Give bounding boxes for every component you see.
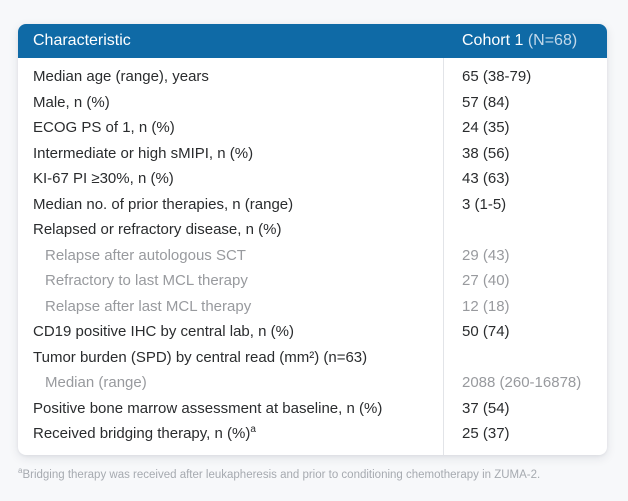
footnote: aBridging therapy was received after leu… bbox=[18, 466, 541, 481]
row-value: 38 (56) bbox=[462, 144, 510, 162]
table-row: Intermediate or high sMIPI, n (%) 38 (56… bbox=[18, 141, 607, 167]
row-value: 37 (54) bbox=[462, 399, 510, 417]
row-label: Median age (range), years bbox=[33, 68, 209, 85]
header-cohort-n: (N=68) bbox=[527, 32, 578, 49]
row-label: Relapsed or refractory disease, n (%) bbox=[33, 221, 282, 238]
header-cohort: Cohort 1 (N=68) bbox=[443, 32, 577, 50]
row-value: 12 (18) bbox=[462, 297, 510, 315]
row-label: ECOG PS of 1, n (%) bbox=[33, 119, 175, 136]
row-label: Median no. of prior therapies, n (range) bbox=[33, 195, 294, 213]
row-label: Relapse after last MCL therapy bbox=[45, 297, 252, 315]
row-value: 2088 (260-16878) bbox=[462, 374, 582, 391]
row-label: Received bridging therapy, n (%)a bbox=[18, 421, 443, 447]
row-value: 43 (63) bbox=[462, 170, 510, 187]
table-row: Male, n (%) 57 (84) bbox=[18, 90, 607, 116]
table-row: Median no. of prior therapies, n (range)… bbox=[18, 192, 607, 218]
footnote-text: Bridging therapy was received after leuk… bbox=[22, 469, 541, 481]
row-value: 27 (40) bbox=[462, 272, 510, 289]
table-row: Received bridging therapy, n (%)a 25 (37… bbox=[18, 421, 607, 447]
row-label: Median (range) bbox=[45, 374, 147, 391]
column-divider bbox=[443, 58, 444, 455]
row-value bbox=[443, 217, 462, 243]
row-label: CD19 positive IHC by central lab, n (%) bbox=[33, 323, 294, 340]
table-row-sub: Median (range) 2088 (260-16878) bbox=[18, 370, 607, 396]
characteristics-table-card: Characteristic Cohort 1 (N=68) Median ag… bbox=[18, 24, 607, 455]
row-label: Intermediate or high sMIPI, n (%) bbox=[33, 144, 254, 162]
row-label-text: Received bridging therapy, n (%) bbox=[33, 425, 251, 442]
row-value: 25 (37) bbox=[462, 425, 510, 442]
table-body: Median age (range), years 65 (38-79) Mal… bbox=[18, 58, 607, 447]
row-label: Relapse after autologous SCT bbox=[45, 246, 246, 264]
table-row-sub: Relapse after last MCL therapy 12 (18) bbox=[18, 294, 607, 320]
table-row: ECOG PS of 1, n (%) 24 (35) bbox=[18, 115, 607, 141]
row-value: 24 (35) bbox=[462, 119, 510, 136]
row-label: Positive bone marrow assessment at basel… bbox=[33, 399, 383, 417]
row-value: 50 (74) bbox=[462, 323, 510, 340]
row-value: 29 (43) bbox=[462, 246, 510, 264]
row-value: 3 (1-5) bbox=[462, 195, 507, 213]
table-row: CD19 positive IHC by central lab, n (%) … bbox=[18, 319, 607, 345]
header-characteristic: Characteristic bbox=[33, 32, 131, 49]
table-row-sub: Refractory to last MCL therapy 27 (40) bbox=[18, 268, 607, 294]
table-header-row: Characteristic Cohort 1 (N=68) bbox=[18, 24, 607, 58]
table-row-sub: Relapse after autologous SCT 29 (43) bbox=[18, 243, 607, 269]
table-row: Median age (range), years 65 (38-79) bbox=[18, 64, 607, 90]
table-row-group-header: Tumor burden (SPD) by central read (mm²)… bbox=[18, 345, 607, 371]
footnote-marker: a bbox=[18, 466, 23, 476]
row-value bbox=[443, 345, 462, 371]
row-label: Tumor burden (SPD) by central read (mm²)… bbox=[33, 348, 368, 366]
row-label: KI-67 PI ≥30%, n (%) bbox=[33, 170, 174, 187]
table-row-group-header: Relapsed or refractory disease, n (%) bbox=[18, 217, 607, 243]
row-label: Refractory to last MCL therapy bbox=[45, 272, 248, 289]
row-value: 65 (38-79) bbox=[462, 68, 532, 85]
row-value: 57 (84) bbox=[462, 93, 510, 111]
header-cohort-label: Cohort 1 bbox=[462, 32, 528, 49]
footnote-marker: a bbox=[250, 424, 256, 435]
row-label: Male, n (%) bbox=[33, 93, 110, 111]
table-row: KI-67 PI ≥30%, n (%) 43 (63) bbox=[18, 166, 607, 192]
table-row: Positive bone marrow assessment at basel… bbox=[18, 396, 607, 422]
